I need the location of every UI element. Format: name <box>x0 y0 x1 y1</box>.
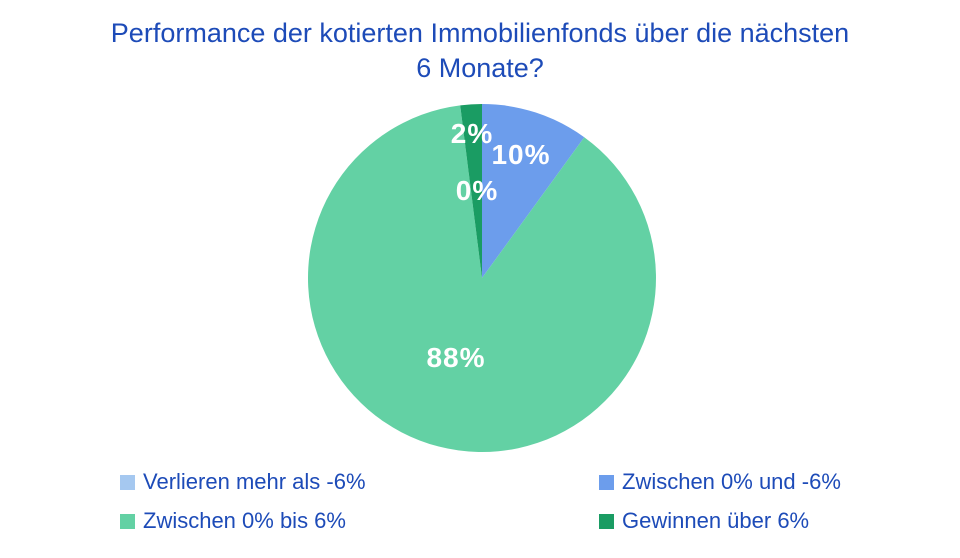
pie-slice-3 <box>307 105 656 452</box>
legend-item-3: Zwischen 0% bis 6% <box>120 507 599 535</box>
legend-label: Zwischen 0% und -6% <box>622 469 841 494</box>
slice-label-1: 0% <box>455 175 499 206</box>
legend-label: Gewinnen über 6% <box>622 508 810 533</box>
chart-title: Performance der kotierten Immobilienfond… <box>0 16 960 86</box>
legend-swatch-icon <box>120 513 135 529</box>
legend-label: Verlieren mehr als -6% <box>143 469 366 494</box>
legend-swatch-icon <box>120 474 135 490</box>
legend-swatch-icon <box>599 513 614 529</box>
chart-title-line-2: 6 Monate? <box>416 53 544 83</box>
legend-item-2: Zwischen 0% und -6% <box>599 468 860 496</box>
legend-label: Zwischen 0% bis 6% <box>143 508 346 533</box>
slice-label-3: 88% <box>426 342 486 373</box>
pie-slice-2 <box>482 104 585 278</box>
slice-label-2: 10% <box>491 139 551 170</box>
legend-swatch-icon <box>599 474 614 490</box>
legend-item-1: Verlieren mehr als -6% <box>120 468 599 496</box>
legend-item-4: Gewinnen über 6% <box>599 507 860 535</box>
legend: Verlieren mehr als -6% Zwischen 0% und -6… <box>120 468 860 535</box>
pie-slice-4 <box>460 104 482 278</box>
slice-label-4: 2% <box>450 118 494 149</box>
chart-title-line-1: Performance der kotierten Immobilienfond… <box>110 18 850 48</box>
